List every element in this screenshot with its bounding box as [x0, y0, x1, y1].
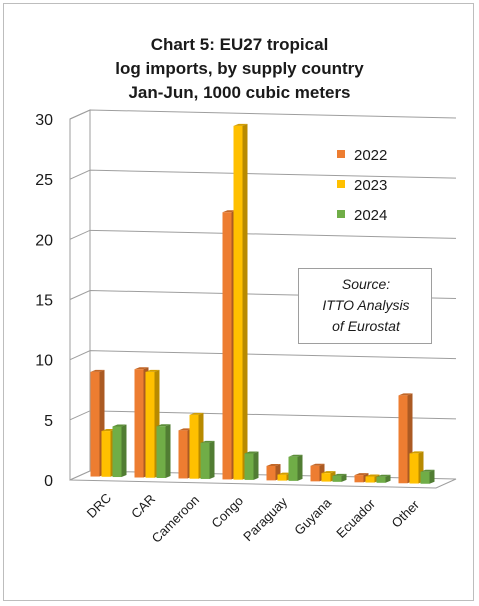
bar-top-2024-DRC — [112, 424, 127, 427]
bar-top-2022-Congo — [222, 210, 237, 213]
gridline-30 — [69, 109, 457, 120]
gridline-25 — [69, 169, 457, 180]
source-annotation: Source: ITTO Analysis of Eurostat — [298, 268, 432, 344]
bar-top-2024-Guyana — [332, 473, 347, 476]
gridline-20 — [69, 229, 457, 240]
bar-2022-Cameroon — [178, 430, 188, 479]
bar-2023-Ecuador — [365, 476, 375, 483]
gridline-5 — [69, 410, 457, 421]
y-tick-label-15: 15 — [35, 293, 53, 310]
source-line-1: Source: — [341, 276, 391, 292]
gridline-10 — [69, 350, 457, 361]
bar-2023-Cameroon — [189, 414, 199, 479]
bar-2022-Guyana — [310, 465, 320, 482]
y-tick-label-30: 30 — [35, 112, 53, 129]
bar-2024-Cameroon — [200, 442, 210, 479]
bar-2024-Ecuador — [376, 476, 386, 483]
bar-2023-CAR — [145, 371, 155, 478]
category-label-guyana: Guyana — [291, 495, 334, 538]
legend-swatch-2022 — [337, 150, 345, 158]
bar-2022-Paraguay — [266, 465, 276, 481]
bar-2023-Paraguay — [277, 474, 287, 481]
y-tick-label-5: 5 — [44, 413, 53, 430]
y-tick-label-10: 10 — [35, 353, 53, 370]
bar-top-2023-Guyana — [321, 471, 336, 474]
bar-2022-Ecuador — [354, 475, 364, 483]
category-label-other: Other — [389, 497, 423, 531]
bar-top-2022-DRC — [90, 369, 105, 372]
bar-top-2024-Paraguay — [288, 454, 303, 457]
category-label-cameroon: Cameroon — [149, 492, 203, 546]
bar-top-2023-Congo — [233, 123, 248, 126]
bar-side-2024-Guyana — [341, 473, 347, 482]
bar-side-2023-Congo — [242, 123, 248, 480]
bar-top-2023-Ecuador — [365, 474, 380, 477]
legend-swatch-2023 — [337, 180, 345, 188]
category-label-congo: Congo — [208, 493, 246, 531]
bar-top-2023-Cameroon — [189, 412, 204, 415]
chart-title-line-3: Jan-Jun, 1000 cubic meters — [128, 83, 351, 102]
bar-top-2022-Paraguay — [266, 463, 281, 466]
bar-top-2022-Cameroon — [178, 428, 193, 431]
bar-side-2024-Cameroon — [209, 440, 215, 479]
bar-top-2024-CAR — [156, 424, 171, 427]
floor — [69, 470, 457, 489]
bar-top-2022-Ecuador — [354, 473, 369, 476]
bar-2024-Congo — [244, 453, 254, 480]
category-label-drc: DRC — [84, 490, 115, 521]
y-tick-label-0: 0 — [44, 473, 53, 490]
bar-2023-Guyana — [321, 473, 331, 482]
y-tick-label-25: 25 — [35, 172, 53, 189]
legend-label-2022: 2022 — [354, 147, 387, 164]
bar-2023-DRC — [101, 431, 111, 477]
bar-2024-Other — [420, 471, 430, 484]
category-label-car: CAR — [128, 491, 158, 521]
bar-top-2022-Guyana — [310, 463, 325, 466]
bar-side-2024-Congo — [253, 451, 259, 480]
bar-side-2024-Ecuador — [385, 474, 391, 483]
bar-2024-Guyana — [332, 475, 342, 482]
legend-swatch-2024 — [337, 210, 345, 218]
bar-top-2024-Congo — [244, 451, 259, 454]
legend-label-2024: 2024 — [354, 207, 387, 224]
source-line-2: ITTO Analysis — [322, 297, 410, 313]
bar-top-2024-Cameroon — [200, 440, 215, 443]
bar-top-2023-DRC — [101, 429, 116, 432]
bar-side-2024-CAR — [165, 424, 171, 478]
bar-top-2023-Other — [409, 451, 424, 454]
category-label-ecuador: Ecuador — [333, 496, 378, 541]
bar-top-2022-CAR — [134, 367, 149, 370]
bar-2023-Other — [409, 453, 419, 484]
source-line-3: of Eurostat — [332, 318, 400, 334]
bar-2023-Congo — [233, 125, 243, 480]
bar-top-2024-Ecuador — [376, 474, 391, 477]
bar-top-2024-Other — [420, 469, 435, 472]
bar-top-2023-CAR — [145, 369, 160, 372]
bar-2024-DRC — [112, 426, 122, 478]
bar-2022-Congo — [222, 212, 232, 480]
y-tick-label-20: 20 — [35, 232, 53, 249]
bar-top-2023-Paraguay — [277, 472, 292, 475]
bar-top-2022-Other — [398, 393, 413, 396]
chart-title-line-1: Chart 5: EU27 tropical — [150, 35, 329, 54]
category-label-paraguay: Paraguay — [240, 494, 290, 544]
bar-2024-CAR — [156, 426, 166, 478]
chart-title-line-2: log imports, by supply country — [115, 59, 364, 78]
legend-label-2023: 2023 — [354, 177, 387, 194]
bar-2024-Paraguay — [288, 456, 298, 481]
bar-side-2024-DRC — [121, 424, 127, 478]
bar-2022-Other — [398, 395, 408, 484]
bar-2022-DRC — [90, 371, 100, 477]
bar-side-2024-Paraguay — [297, 454, 303, 481]
bar-2022-CAR — [134, 369, 144, 478]
bar-side-2024-Other — [429, 469, 435, 484]
